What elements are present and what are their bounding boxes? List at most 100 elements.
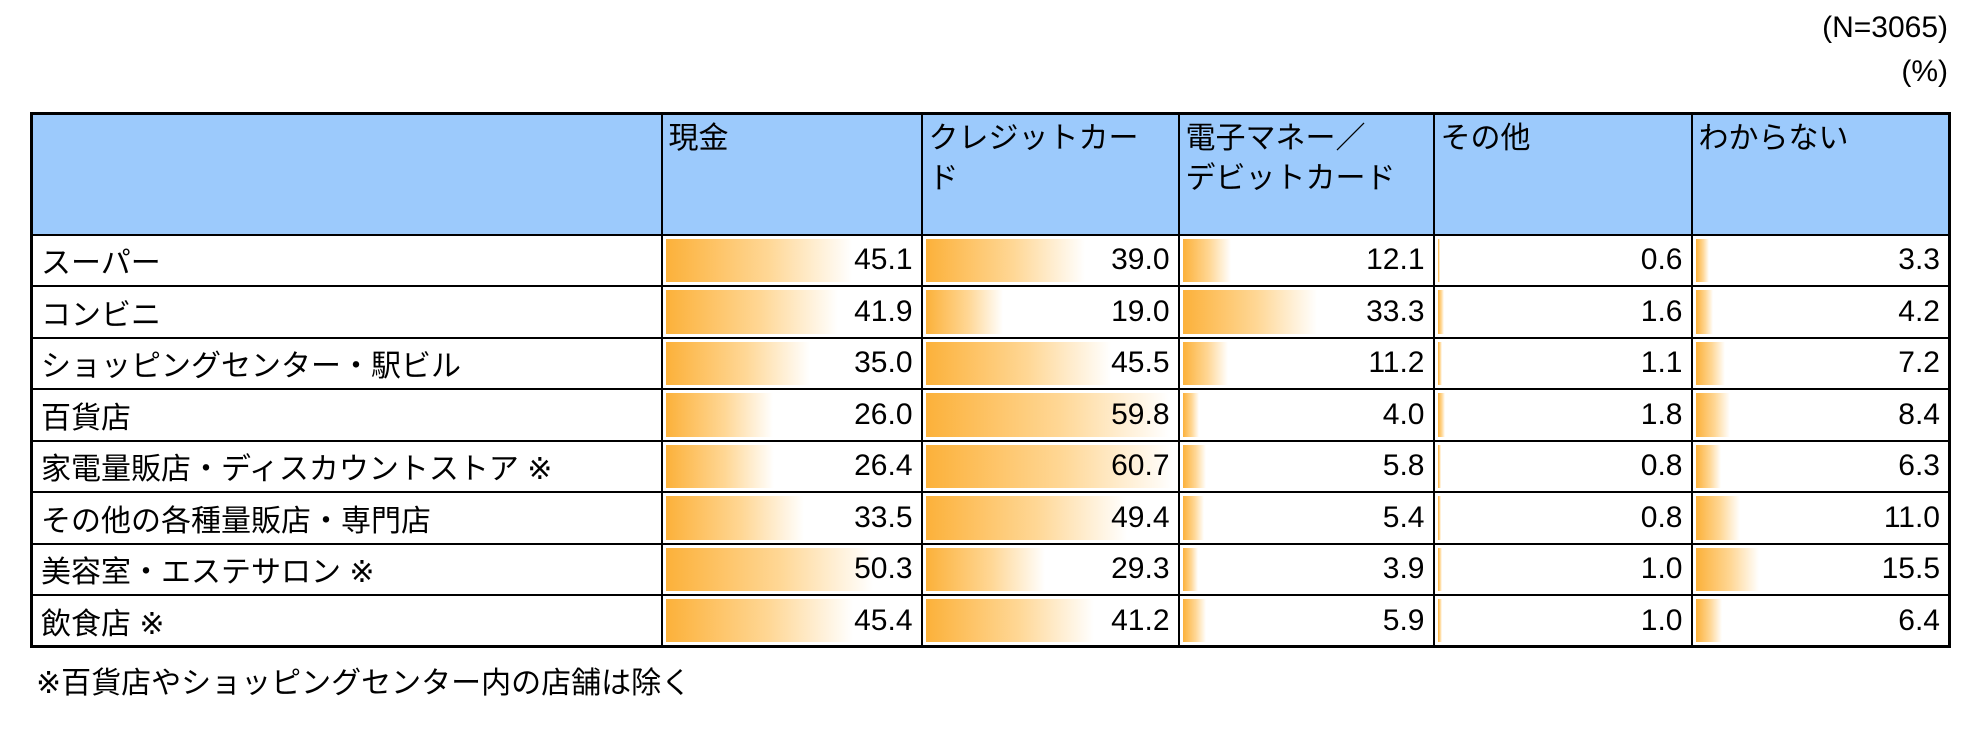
value-text: 5.9 — [1382, 603, 1425, 637]
value-text: 1.0 — [1640, 552, 1683, 586]
value-text: 33.5 — [854, 500, 913, 534]
column-header-3: 電子マネー／ デビットカード — [1177, 112, 1435, 236]
data-cell: 12.1 — [1177, 233, 1435, 287]
value-bar — [1437, 496, 1441, 540]
data-cell: 45.5 — [920, 336, 1180, 390]
unit-label: (%) — [1901, 55, 1948, 88]
data-cell: 4.2 — [1690, 285, 1951, 339]
value-bar — [665, 599, 853, 642]
data-cell: 6.3 — [1690, 439, 1951, 493]
value-text: 1.8 — [1640, 397, 1683, 431]
data-cell: 33.5 — [660, 491, 923, 545]
row-label: ショッピングセンター・駅ビル — [30, 336, 663, 390]
value-bar — [665, 496, 804, 540]
value-bar — [1695, 496, 1741, 540]
value-bar — [1182, 496, 1205, 540]
value-bar — [925, 341, 1112, 385]
value-bar — [665, 444, 775, 488]
value-text: 45.4 — [854, 603, 913, 637]
value-text: 8.4 — [1898, 397, 1940, 431]
value-text: 0.6 — [1640, 243, 1683, 277]
value-text: 11.0 — [1883, 500, 1940, 534]
data-cell: 19.0 — [920, 285, 1180, 339]
data-cell: 49.4 — [920, 491, 1180, 545]
value-text: 59.8 — [1111, 397, 1170, 431]
table-row: 飲食店 ※ 45.4 41.2 5.9 1.0 6.4 — [30, 594, 1951, 648]
table-row: コンビニ 41.9 19.0 33.3 1.6 4.2 — [30, 285, 1951, 339]
value-bar — [925, 599, 1094, 642]
value-bar — [665, 238, 852, 282]
data-cell: 26.0 — [660, 388, 923, 442]
table-row: 百貨店 26.0 59.8 4.0 1.8 8.4 — [30, 388, 1951, 442]
value-bar — [1695, 341, 1725, 385]
value-text: 5.8 — [1382, 449, 1425, 483]
table-row: 家電量販店・ディスカウントストア ※ 26.4 60.7 5.8 0.8 6.3 — [30, 439, 1951, 493]
value-text: 11.2 — [1368, 346, 1425, 380]
value-bar — [1182, 393, 1199, 437]
data-cell: 59.8 — [920, 388, 1180, 442]
value-bar — [1182, 290, 1318, 334]
value-bar — [925, 547, 1046, 591]
data-cell: 39.0 — [920, 233, 1180, 287]
data-cell: 0.6 — [1432, 233, 1693, 287]
value-text: 39.0 — [1111, 243, 1170, 277]
table-row: 美容室・エステサロン ※ 50.3 29.3 3.9 1.0 15.5 — [30, 542, 1951, 596]
value-bar — [1437, 444, 1441, 488]
value-text: 35.0 — [854, 346, 913, 380]
value-bar — [925, 238, 1085, 282]
value-text: 0.8 — [1640, 500, 1683, 534]
row-label: コンビニ — [30, 285, 663, 339]
data-cell: 15.5 — [1690, 542, 1951, 596]
value-bar — [1182, 238, 1232, 282]
column-header-4: その他 — [1432, 112, 1693, 236]
value-text: 0.8 — [1640, 449, 1683, 483]
data-cell: 29.3 — [920, 542, 1180, 596]
row-label: その他の各種量販店・専門店 — [30, 491, 663, 545]
top-labels: (N=3065) (%) — [1822, 6, 1948, 94]
payment-method-table: 現金 クレジットカー ド電子マネー／ デビットカード その他 わからない スーパー 45… — [30, 112, 1951, 648]
value-bar — [1695, 444, 1722, 488]
value-text: 3.3 — [1898, 243, 1940, 277]
value-bar — [1437, 393, 1445, 437]
value-text: 41.2 — [1111, 603, 1170, 637]
table-row: スーパー 45.1 39.0 12.1 0.6 3.3 — [30, 233, 1951, 287]
row-label: スーパー — [30, 233, 663, 287]
data-cell: 3.9 — [1177, 542, 1435, 596]
data-cell: 8.4 — [1690, 388, 1951, 442]
column-header-2: クレジットカー ド — [920, 112, 1180, 236]
value-text: 6.4 — [1898, 603, 1940, 637]
value-bar — [1695, 599, 1722, 642]
value-bar — [1437, 290, 1445, 334]
value-text: 33.3 — [1366, 294, 1425, 328]
data-cell: 35.0 — [660, 336, 923, 390]
data-cell: 6.4 — [1690, 594, 1951, 648]
value-bar — [1182, 547, 1199, 591]
value-bar — [925, 496, 1128, 540]
value-text: 6.3 — [1898, 449, 1940, 483]
value-bar — [1437, 238, 1440, 282]
value-text: 29.3 — [1111, 552, 1170, 586]
data-cell: 7.2 — [1690, 336, 1951, 390]
data-cell: 45.1 — [660, 233, 923, 287]
value-text: 1.0 — [1640, 603, 1683, 637]
data-cell: 11.0 — [1690, 491, 1951, 545]
table-row: ショッピングセンター・駅ビル 35.0 45.5 11.2 1.1 7.2 — [30, 336, 1951, 390]
data-cell: 4.0 — [1177, 388, 1435, 442]
value-text: 41.9 — [854, 294, 913, 328]
table-row: その他の各種量販店・専門店 33.5 49.4 5.4 0.8 11.0 — [30, 491, 1951, 545]
data-cell: 50.3 — [660, 542, 923, 596]
value-bar — [1437, 547, 1442, 591]
value-bar — [1182, 599, 1207, 642]
value-text: 15.5 — [1881, 552, 1940, 586]
data-cell: 45.4 — [660, 594, 923, 648]
row-label: 美容室・エステサロン ※ — [30, 542, 663, 596]
value-bar — [1695, 547, 1759, 591]
value-bar — [665, 290, 839, 334]
data-cell: 1.6 — [1432, 285, 1693, 339]
corner-cell — [30, 112, 663, 236]
row-label: 家電量販店・ディスカウントストア ※ — [30, 439, 663, 493]
data-cell: 1.0 — [1432, 542, 1693, 596]
value-text: 49.4 — [1111, 500, 1170, 534]
value-bar — [665, 393, 773, 437]
